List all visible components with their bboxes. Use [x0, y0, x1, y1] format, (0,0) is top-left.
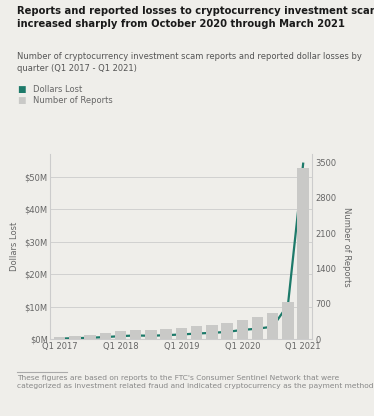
Bar [252, 317, 263, 339]
Bar [115, 331, 126, 339]
Bar [221, 323, 233, 339]
Bar [267, 313, 278, 339]
Text: ■: ■ [17, 85, 25, 94]
Bar [54, 337, 65, 339]
Bar [69, 336, 80, 339]
Bar [176, 328, 187, 339]
Bar [206, 325, 218, 339]
Text: Reports and reported losses to cryptocurrency investment scams
increased sharply: Reports and reported losses to cryptocur… [17, 6, 374, 30]
Text: These figures are based on reports to the FTC's Consumer Sentinel Network that w: These figures are based on reports to th… [17, 375, 374, 389]
Text: Number of cryptocurrency investment scam reports and reported dollar losses by
q: Number of cryptocurrency investment scam… [17, 52, 362, 73]
Bar [99, 334, 111, 339]
Bar [237, 320, 248, 339]
Text: Dollars Lost: Dollars Lost [33, 85, 82, 94]
Bar [85, 335, 96, 339]
Bar [145, 330, 157, 339]
Y-axis label: Number of Reports: Number of Reports [342, 207, 351, 286]
Bar [130, 330, 141, 339]
Bar [160, 329, 172, 339]
Text: ■: ■ [17, 96, 25, 105]
Text: Number of Reports: Number of Reports [33, 96, 113, 105]
Bar [191, 327, 202, 339]
Bar [297, 168, 309, 339]
Y-axis label: Dollars Lost: Dollars Lost [10, 222, 19, 271]
Bar [282, 302, 294, 339]
